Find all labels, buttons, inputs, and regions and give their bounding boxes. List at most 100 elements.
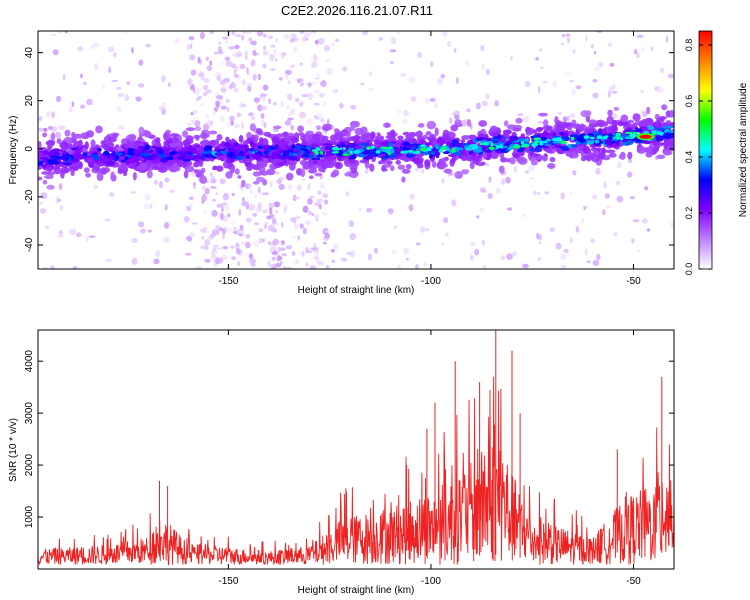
heatmap-cell xyxy=(509,135,519,142)
heatmap-cell xyxy=(316,198,324,204)
heatmap-cell xyxy=(117,93,124,98)
heatmap-cell xyxy=(603,181,607,189)
heatmap-cell xyxy=(597,128,604,134)
heatmap-cell xyxy=(43,127,48,132)
heatmap-cell xyxy=(146,160,153,163)
heatmap-cell xyxy=(212,244,219,248)
heatmap-cell xyxy=(616,136,620,140)
heatmap-cell xyxy=(38,127,45,132)
heatmap-cell xyxy=(663,125,674,129)
snr-xtick-label: -50 xyxy=(626,576,641,587)
heatmap-cell xyxy=(218,62,226,65)
heatmap-cell xyxy=(404,156,411,163)
heatmap-cell xyxy=(465,60,470,66)
heatmap-cell xyxy=(310,247,318,251)
heatmap-cell xyxy=(212,166,218,171)
heatmap-cell xyxy=(48,125,53,131)
heatmap-cell xyxy=(245,53,248,61)
heatmap-cell xyxy=(281,53,287,56)
spectrogram-panel: -150 -100 -50 -40 -20 0 20 40 Height of straigh… xyxy=(8,30,675,296)
heatmap-cell xyxy=(91,44,95,49)
heatmap-cell xyxy=(78,139,83,147)
heatmap-cell xyxy=(90,154,100,158)
heatmap-cell xyxy=(299,62,304,66)
heatmap-cell xyxy=(240,179,246,188)
heatmap-cell xyxy=(85,173,91,178)
heatmap-cell xyxy=(212,110,217,116)
heatmap-cell xyxy=(233,227,237,230)
heatmap-cell xyxy=(644,186,649,191)
heatmap-cell xyxy=(426,148,432,152)
heatmap-cell xyxy=(443,217,449,224)
heatmap-cell xyxy=(280,261,283,265)
heatmap-cell xyxy=(631,237,635,244)
heatmap-cell xyxy=(465,146,473,149)
heatmap-cell xyxy=(602,121,608,126)
heatmap-cell xyxy=(262,96,266,102)
heatmap-cell xyxy=(219,178,226,185)
heatmap-cell xyxy=(85,235,89,243)
heatmap-cell xyxy=(205,89,212,94)
heatmap-cell xyxy=(287,93,293,101)
heatmap-cell xyxy=(538,48,543,52)
heatmap-cell xyxy=(225,171,233,179)
heatmap-cell xyxy=(278,183,285,191)
heatmap-cell xyxy=(83,167,90,174)
heatmap-cell xyxy=(426,120,436,130)
heatmap-cell xyxy=(487,192,493,200)
heatmap-cell xyxy=(123,145,129,149)
heatmap-cell xyxy=(302,205,309,213)
heatmap-cell xyxy=(297,78,304,83)
heatmap-cell xyxy=(186,44,190,51)
heatmap-cell xyxy=(222,228,226,236)
heatmap-cell xyxy=(320,150,324,155)
heatmap-cell xyxy=(369,71,372,77)
heatmap-cell xyxy=(276,133,286,138)
heatmap-cell xyxy=(646,106,651,115)
heatmap-cell xyxy=(334,148,342,151)
heatmap-cell xyxy=(513,165,517,173)
heatmap-cell xyxy=(590,44,594,49)
heatmap-cell xyxy=(658,116,667,120)
heatmap-cell xyxy=(82,81,88,86)
colorbar-label: Normalized spectral amplitude xyxy=(738,82,749,217)
heatmap-cell xyxy=(182,130,189,138)
heatmap-cell xyxy=(575,226,580,233)
heatmap-cell xyxy=(335,162,341,168)
heatmap-cell xyxy=(569,134,580,138)
heatmap-cell xyxy=(317,260,325,266)
heatmap-cell xyxy=(216,95,224,100)
heatmap-cell xyxy=(569,237,574,244)
heatmap-cell xyxy=(169,142,178,148)
heatmap-cell xyxy=(82,147,88,153)
heatmap-cell xyxy=(313,102,320,106)
heatmap-cell xyxy=(227,228,234,232)
heatmap-cell xyxy=(571,88,577,94)
heatmap-cell xyxy=(267,260,272,268)
heatmap-cell xyxy=(142,157,147,163)
heatmap-cell xyxy=(286,105,289,109)
heatmap-cell xyxy=(52,49,59,56)
heatmap-cell xyxy=(373,139,380,145)
heatmap-cell xyxy=(547,163,556,169)
heatmap-cell xyxy=(235,229,243,234)
heatmap-cell xyxy=(86,130,94,138)
heatmap-cell xyxy=(231,31,235,36)
heatmap-cell xyxy=(352,135,360,141)
heatmap-cell xyxy=(199,175,208,184)
heatmap-cell xyxy=(595,167,601,175)
heatmap-cell xyxy=(285,172,294,181)
heatmap-cell xyxy=(533,142,538,147)
spectrogram-ytick-label: 40 xyxy=(24,47,35,59)
heatmap-cell xyxy=(254,222,260,226)
heatmap-cell xyxy=(655,134,665,141)
heatmap-cell xyxy=(80,104,86,109)
heatmap-cell xyxy=(381,165,386,172)
heatmap-cell xyxy=(613,232,618,237)
heatmap-cell xyxy=(195,173,201,178)
heatmap-cell xyxy=(112,133,118,139)
spectrogram-ylabel: Frequency (Hz) xyxy=(8,116,19,185)
heatmap-cell xyxy=(244,50,249,56)
heatmap-cell xyxy=(222,246,229,250)
heatmap-cell xyxy=(333,244,339,250)
